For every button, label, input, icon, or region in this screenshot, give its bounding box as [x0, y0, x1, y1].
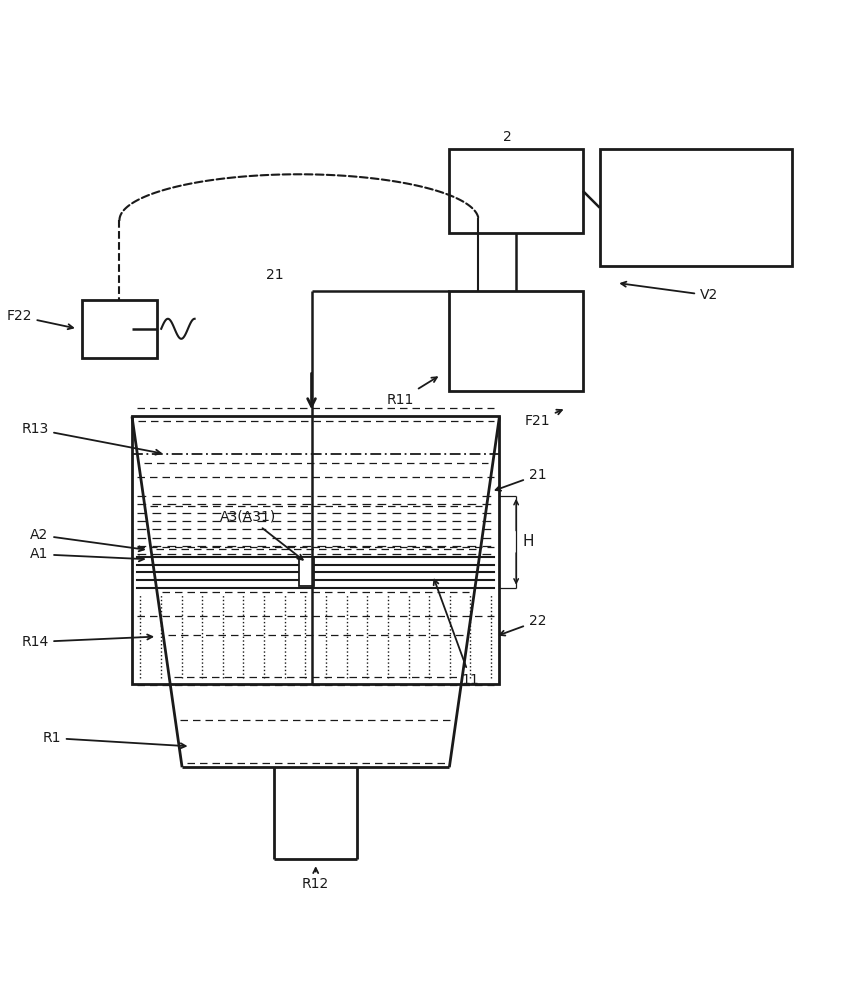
Bar [299, 557, 314, 586]
Text: A2: A2 [30, 528, 144, 551]
Text: R12: R12 [302, 868, 329, 891]
Text: R13: R13 [21, 422, 160, 455]
Text: F22: F22 [6, 309, 73, 329]
Bar [599, 149, 791, 266]
Bar [132, 416, 499, 684]
Text: R14: R14 [21, 634, 152, 649]
Text: V2: V2 [620, 282, 717, 302]
Text: R11: R11 [386, 377, 436, 407]
Text: 21: 21 [495, 468, 545, 491]
Bar [449, 149, 582, 233]
Bar [449, 291, 582, 391]
Text: 11: 11 [433, 580, 479, 687]
Bar [82, 300, 157, 358]
Text: A3(A31): A3(A31) [220, 510, 302, 560]
Text: F21: F21 [524, 410, 561, 428]
Text: A1: A1 [30, 547, 144, 561]
Text: R1: R1 [43, 731, 186, 748]
Text: 21: 21 [265, 268, 283, 282]
Text: 22: 22 [499, 614, 545, 636]
Text: 2: 2 [503, 130, 511, 144]
Text: H: H [522, 534, 533, 549]
